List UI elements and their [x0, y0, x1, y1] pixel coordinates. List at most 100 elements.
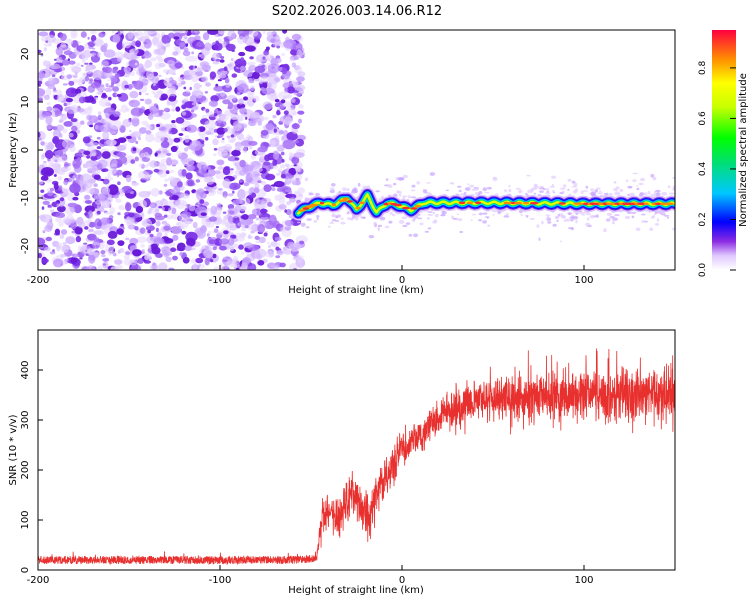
noise-blob — [236, 103, 246, 109]
noise-blob — [104, 211, 111, 215]
scatter-blob — [411, 184, 416, 188]
noise-blob — [179, 42, 186, 48]
noise-blob — [96, 205, 100, 208]
noise-blob — [169, 159, 179, 166]
noise-blob — [216, 159, 225, 166]
noise-blob — [116, 228, 124, 235]
noise-blob — [147, 162, 152, 167]
noise-blob — [238, 244, 244, 250]
noise-blob — [149, 202, 157, 209]
noise-blob — [261, 87, 275, 95]
noise-blob — [122, 41, 132, 49]
noise-blob — [69, 183, 81, 194]
noise-blob — [279, 164, 286, 169]
noise-blob — [82, 136, 91, 144]
noise-blob — [209, 190, 215, 193]
noise-blob — [282, 139, 296, 150]
noise-blob — [289, 197, 296, 203]
noise-blob — [112, 86, 119, 92]
noise-blob — [235, 267, 240, 270]
noise-blob — [101, 186, 111, 195]
noise-blob — [40, 189, 45, 193]
scatter-blob — [614, 214, 620, 216]
noise-blob — [84, 62, 89, 65]
noise-blob — [200, 53, 207, 59]
noise-blob — [262, 101, 273, 110]
scatter-blob — [426, 217, 430, 220]
noise-blob — [100, 178, 105, 182]
scatter-blob — [423, 189, 428, 194]
noise-blob — [175, 106, 181, 112]
scatter-blob — [297, 193, 304, 197]
noise-blob — [41, 258, 49, 264]
scatter-blob — [584, 222, 591, 226]
noise-blob — [295, 235, 308, 244]
noise-blob — [243, 96, 248, 101]
scatter-blob — [329, 222, 334, 225]
noise-blob — [80, 31, 87, 38]
noise-blob — [280, 226, 286, 233]
noise-blob — [89, 124, 94, 128]
scatter-blob — [526, 215, 529, 218]
noise-blob — [246, 96, 255, 107]
noise-blob — [144, 252, 150, 261]
scatter-blob — [590, 188, 594, 192]
snr-xlabel: Height of straight line (km) — [288, 585, 424, 596]
noise-blob — [72, 158, 81, 169]
noise-blob — [272, 165, 278, 169]
noise-blob — [267, 241, 270, 245]
noise-blob — [60, 113, 67, 121]
noise-blob — [76, 107, 85, 113]
noise-blob — [272, 264, 279, 270]
scatter-blob — [619, 188, 624, 192]
noise-blob — [144, 123, 153, 130]
noise-blob — [165, 256, 172, 262]
scatter-blob — [594, 189, 598, 193]
scatter-blob — [341, 217, 344, 221]
noise-blob — [63, 179, 69, 186]
noise-blob — [163, 107, 171, 113]
noise-blob — [213, 42, 223, 51]
scatter-blob — [515, 187, 521, 190]
tone-hot-spot — [523, 201, 530, 205]
y-tick-label: 400 — [20, 360, 31, 379]
noise-blob — [277, 91, 291, 100]
noise-blob — [84, 212, 88, 216]
noise-blob — [151, 246, 161, 255]
noise-blob — [277, 249, 284, 256]
scatter-blob — [526, 174, 531, 177]
y-tick-label: 10 — [20, 96, 31, 109]
noise-blob — [192, 262, 198, 270]
noise-blob — [205, 82, 211, 87]
tone-hot-spot — [643, 202, 649, 206]
scatter-blob — [330, 187, 334, 191]
scatter-blob — [627, 193, 630, 197]
noise-blob — [125, 237, 130, 241]
scatter-blob — [408, 233, 413, 237]
noise-blob — [46, 116, 53, 123]
noise-blob — [232, 255, 239, 263]
noise-blob — [246, 254, 250, 257]
tone-hot-spot — [582, 202, 590, 206]
scatter-blob — [638, 182, 644, 186]
noise-blob — [132, 30, 136, 33]
noise-blob — [213, 85, 225, 92]
tone-hot-spot — [410, 207, 418, 210]
tone-hot-spot — [298, 209, 306, 212]
noise-blob — [102, 261, 109, 269]
noise-blob — [45, 122, 53, 130]
noise-blob — [184, 97, 189, 102]
noise-blob — [122, 143, 128, 148]
noise-blob — [281, 159, 285, 163]
noise-blob — [77, 92, 81, 97]
scatter-blob — [559, 240, 562, 243]
noise-blob — [185, 55, 198, 62]
tone-hot-spot — [514, 201, 523, 205]
noise-blob — [84, 226, 89, 230]
noise-blob — [298, 104, 304, 109]
noise-blob — [280, 151, 285, 156]
scatter-blob — [660, 211, 664, 214]
noise-blob — [137, 258, 144, 264]
noise-blob — [230, 58, 234, 62]
scatter-blob — [305, 226, 310, 229]
